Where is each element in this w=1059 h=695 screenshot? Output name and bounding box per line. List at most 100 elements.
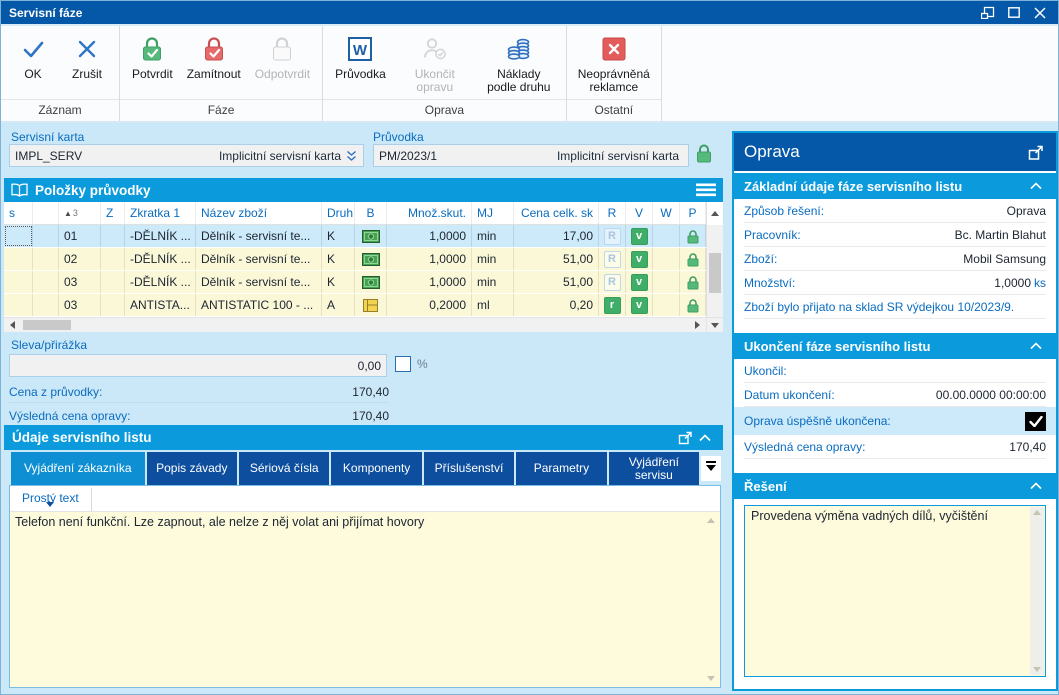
col-sort[interactable]: ▲ 3 [59, 202, 101, 224]
green-lock-check-icon [139, 33, 165, 65]
titlebar: Servisní fáze [1, 1, 1058, 24]
unauthorized-claim-button[interactable]: Neoprávněná reklamce [573, 30, 655, 96]
table-row[interactable]: 02 -DĚLNÍK ... Dělník - servisní te... K… [4, 248, 706, 271]
col-cena[interactable]: Cena celk. sk [514, 202, 599, 224]
tab-seriova-cisla[interactable]: Sériová čísla [239, 452, 330, 485]
scroll-right-button[interactable] [689, 318, 706, 332]
col-p[interactable]: P [680, 202, 706, 224]
col-druh[interactable]: Druh [322, 202, 355, 224]
issued-flag[interactable]: v [630, 273, 648, 291]
unconfirm-button[interactable]: Odpotvrdit [249, 30, 316, 83]
table-row[interactable]: 03 -DĚLNÍK ... Dělník - servisní te... K… [4, 271, 706, 294]
travel-doc-label: Průvodka [373, 130, 424, 144]
tab-vyjadreni-servisu[interactable]: Vyjádření servisu [608, 452, 700, 485]
more-tabs-button[interactable] [701, 456, 721, 481]
collapse-icon[interactable] [695, 429, 715, 447]
customer-statement-textarea[interactable]: Telefon není funkční. Lze zapnout, ale n… [10, 512, 720, 687]
col-zkratka[interactable]: Zkratka 1 [125, 202, 196, 224]
scroll-up-button[interactable] [707, 202, 723, 225]
col-z[interactable]: Z [101, 202, 125, 224]
final-price-detail-row: Výsledná cena opravy: 170,40 [744, 435, 1046, 459]
collapse-icon[interactable] [1026, 177, 1046, 195]
table-header-row[interactable]: s ▲ 3 Z Zkratka 1 Název zboží Druh B Množ… [4, 202, 706, 225]
collapse-icon[interactable] [1026, 477, 1046, 495]
book-icon [11, 183, 28, 197]
costs-by-type-button[interactable]: Náklady podle druhu [478, 30, 560, 96]
record-selector-icon[interactable] [345, 148, 358, 163]
reserved-flag[interactable]: r [603, 296, 621, 314]
chevron-down-icon [1033, 667, 1041, 672]
scroll-left-button[interactable] [4, 318, 21, 332]
check-icon [19, 33, 47, 65]
col-blank[interactable] [33, 202, 59, 224]
person-check-icon [422, 33, 448, 65]
solution-textarea[interactable]: Provedena výměna vadných dílů, vyčištění [744, 505, 1046, 677]
col-mj[interactable]: MJ [472, 202, 514, 224]
float-window-button[interactable] [978, 4, 998, 22]
col-w[interactable]: W [653, 202, 680, 224]
window-controls [978, 4, 1058, 22]
chevron-up-icon [711, 211, 719, 216]
chevron-up-icon [1033, 510, 1041, 515]
tab-prislusenstvi[interactable]: Příslušenství [423, 452, 515, 485]
tab-parametry[interactable]: Parametry [516, 452, 607, 485]
table-row[interactable]: 03 ANTISTA... ANTISTATIC 100 - ... A 0,2… [4, 294, 706, 317]
banknote-icon [355, 248, 387, 270]
tab-popis-zavady[interactable]: Popis závady [146, 452, 237, 485]
close-button[interactable] [1030, 4, 1050, 22]
reserved-flag[interactable]: R [603, 273, 621, 291]
grid-title: Položky průvodky [35, 182, 151, 198]
tab-vyjadreni-zakaznika[interactable]: Vyjádření zákazníka [11, 452, 145, 485]
service-card-field[interactable]: IMPL_SERV Implicitní servisní karta [9, 144, 364, 167]
stock-card-icon [355, 294, 387, 316]
collapse-icon[interactable] [1026, 337, 1046, 355]
service-card-label: Servisní karta [11, 130, 85, 144]
cancel-button[interactable]: Zrušit [61, 30, 113, 83]
worker-row: Pracovník: Bc. Martin Blahut [744, 223, 1046, 247]
table-vertical-scrollbar[interactable] [706, 202, 723, 317]
scroll-down-button[interactable] [706, 318, 723, 332]
percent-checkbox[interactable] [395, 356, 411, 372]
ribbon-group-label: Fáze [120, 99, 323, 121]
banknote-icon [355, 271, 387, 293]
success-checkbox[interactable] [1025, 411, 1046, 431]
col-s[interactable]: s [4, 202, 33, 224]
confirm-button[interactable]: Potvrdit [126, 30, 179, 83]
reserved-flag[interactable]: R [603, 227, 621, 245]
basic-info-section-header: Základní údaje fáze servisního listu [734, 173, 1056, 199]
issued-flag[interactable]: v [630, 250, 648, 268]
col-v[interactable]: V [626, 202, 653, 224]
subtab-prosty-text[interactable]: Prostý text [10, 488, 92, 511]
ribbon-group-label: Ostatní [566, 99, 661, 121]
finish-repair-button[interactable]: Ukončit opravu [394, 30, 476, 96]
popout-icon[interactable] [675, 429, 695, 447]
col-b[interactable]: B [355, 202, 387, 224]
ribbon-group-oprava: W Průvodka Ukončit opravu Náklady podle … [323, 26, 567, 121]
scroll-up-button[interactable] [705, 518, 717, 523]
issued-flag[interactable]: v [630, 227, 648, 245]
ok-button[interactable]: OK [7, 30, 59, 83]
travel-document-button[interactable]: W Průvodka [329, 30, 392, 83]
grid-menu-icon[interactable] [695, 182, 717, 198]
reserved-flag[interactable]: R [603, 250, 621, 268]
discount-field[interactable]: 0,00 [9, 354, 387, 377]
final-price-row: Výsledná cena opravy: 170,40 [9, 405, 389, 427]
price-from-doc-row: Cena z průvodky: 170,40 [9, 381, 389, 403]
table-horizontal-scrollbar[interactable] [4, 317, 723, 332]
ribbon-group-label: Záznam [1, 99, 119, 121]
tab-komponenty[interactable]: Komponenty [331, 452, 422, 485]
reject-button[interactable]: Zamítnout [181, 30, 247, 83]
textarea-scrollbar[interactable] [1030, 507, 1044, 675]
banknote-icon [355, 225, 387, 247]
maximize-button[interactable] [1004, 4, 1024, 22]
issued-flag[interactable]: v [630, 296, 648, 314]
popout-icon[interactable] [1026, 143, 1046, 161]
col-r[interactable]: R [599, 202, 626, 224]
scroll-down-button[interactable] [705, 676, 717, 681]
scrollbar-thumb[interactable] [23, 320, 71, 330]
scrollbar-thumb[interactable] [709, 252, 721, 293]
table-row[interactable]: 01 -DĚLNÍK ... Dělník - servisní te... K… [4, 225, 706, 248]
travel-doc-field[interactable]: PM/2023/1 Implicitní servisní karta [373, 144, 689, 167]
col-nazev[interactable]: Název zboží [196, 202, 322, 224]
col-mnozstvi[interactable]: Množ.skut. [387, 202, 472, 224]
